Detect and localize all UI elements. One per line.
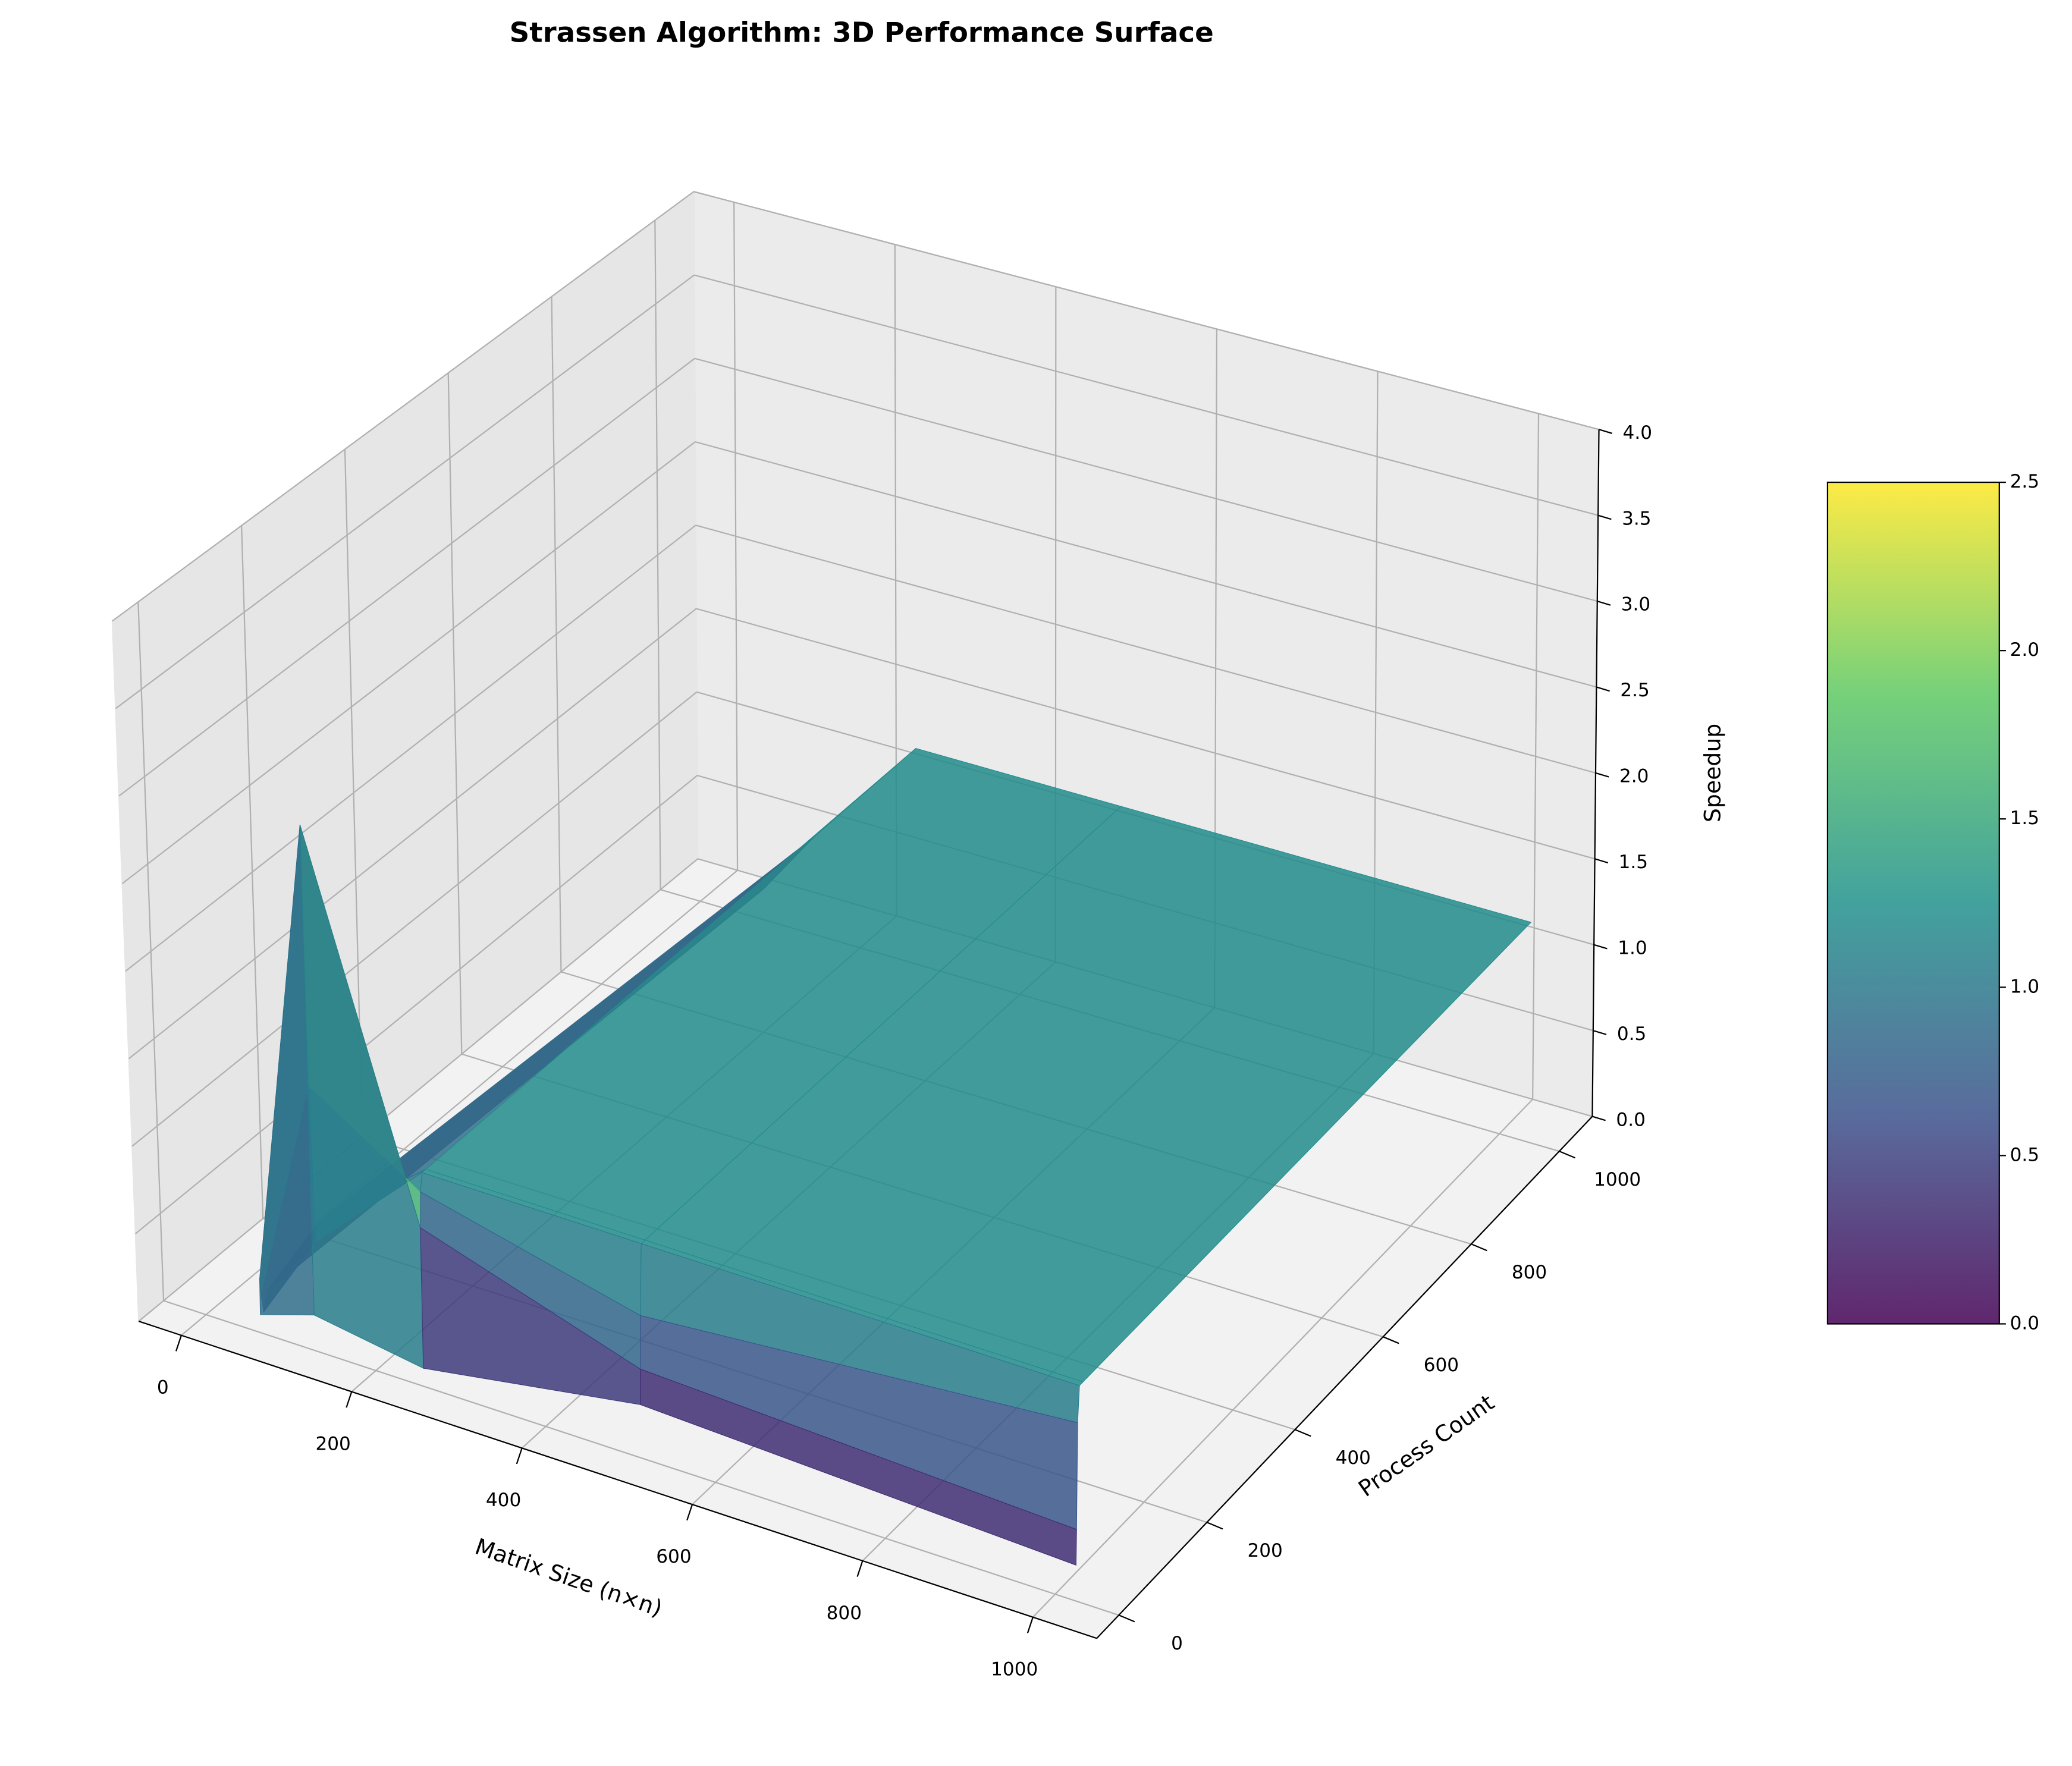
z-tick-label: 3.5 [1622, 508, 1651, 529]
y-tick-label: 600 [1424, 1355, 1459, 1376]
grid-line [693, 191, 1599, 430]
z-tick-label: 0.0 [1616, 1109, 1645, 1130]
z-axis-label: Speedup [1699, 724, 1725, 822]
colorbar-tick-label: 2.0 [2010, 639, 2039, 661]
colorbar-tick-label: 0.0 [2010, 1312, 2039, 1334]
z-tick-label: 4.0 [1623, 422, 1652, 444]
grid-line [115, 274, 695, 709]
colorbar-tick-label: 0.5 [2010, 1144, 2039, 1165]
x-tick [516, 1447, 523, 1465]
colorbar [1826, 481, 2000, 1325]
z-tick [1597, 600, 1611, 606]
grid-line [163, 1300, 1119, 1616]
x-axis-line [138, 1320, 1097, 1639]
grid-line [112, 191, 695, 622]
x-tick [1026, 1617, 1034, 1633]
y-tick [1471, 1243, 1487, 1252]
z-tick-label: 1.5 [1619, 851, 1648, 873]
colorbar-tick-label: 2.5 [2010, 471, 2039, 492]
y-tick-label: 0 [1171, 1633, 1183, 1654]
y-tick-label: 1000 [1594, 1169, 1641, 1190]
z-tick [1594, 858, 1609, 864]
y-tick [1295, 1429, 1311, 1437]
grid-line [131, 691, 698, 1147]
x-tick-label: 800 [827, 1602, 862, 1624]
z-tick-label: 1.0 [1618, 937, 1647, 959]
x-tick [856, 1560, 864, 1577]
z-tick [1596, 686, 1610, 692]
y-tick-label: 200 [1247, 1540, 1282, 1561]
x-tick-label: 600 [656, 1546, 691, 1567]
z-tick [1597, 514, 1612, 520]
grid-line [135, 775, 698, 1234]
chart-title: Strassen Algorithm: 3D Performance Surfa… [510, 17, 1214, 49]
z-tick [1599, 429, 1613, 434]
x-tick [346, 1391, 353, 1408]
grid-line [125, 524, 696, 972]
colorbar-tick-label: 1.5 [2010, 807, 2039, 829]
y-axis-line [1096, 1115, 1593, 1639]
x-tick-label: 1000 [991, 1659, 1038, 1680]
y-axis-label: Process Count [1354, 1389, 1499, 1501]
surface-face [640, 1368, 1077, 1566]
y-tick-label: 800 [1512, 1262, 1547, 1283]
grid-line [128, 608, 697, 1060]
z-tick [1593, 1030, 1607, 1035]
y-tick [1206, 1522, 1223, 1530]
x-axis-label: Matrix Size (n×n) [472, 1534, 665, 1622]
colorbar-tick-label: 1.0 [2010, 976, 2039, 997]
z-tick-label: 0.5 [1617, 1023, 1646, 1045]
grid-line [694, 274, 1599, 516]
x-tick-label: 0 [157, 1377, 169, 1399]
y-tick [1383, 1336, 1399, 1344]
y-tick-label: 400 [1336, 1447, 1371, 1469]
z-tick [1592, 1115, 1606, 1121]
grid-line [694, 357, 1598, 602]
z-tick-label: 2.5 [1620, 680, 1649, 701]
x-tick-label: 200 [315, 1433, 350, 1454]
x-tick-label: 400 [486, 1490, 521, 1511]
z-tick-label: 3.0 [1621, 594, 1650, 615]
y-tick [1118, 1614, 1135, 1623]
grid-line [138, 858, 698, 1322]
y-tick [1559, 1151, 1575, 1159]
grid-line [118, 357, 695, 797]
z-tick [1595, 772, 1609, 778]
x-tick [686, 1504, 693, 1521]
grid-line [696, 608, 1595, 860]
z-tick [1593, 944, 1608, 950]
z-tick-label: 2.0 [1619, 766, 1649, 787]
grid-line [695, 441, 1597, 688]
x-tick [175, 1335, 182, 1352]
grid-line [1032, 1098, 1533, 1618]
grid-line [121, 441, 696, 884]
grid-line [695, 524, 1596, 774]
z-axis-line [1591, 429, 1600, 1117]
